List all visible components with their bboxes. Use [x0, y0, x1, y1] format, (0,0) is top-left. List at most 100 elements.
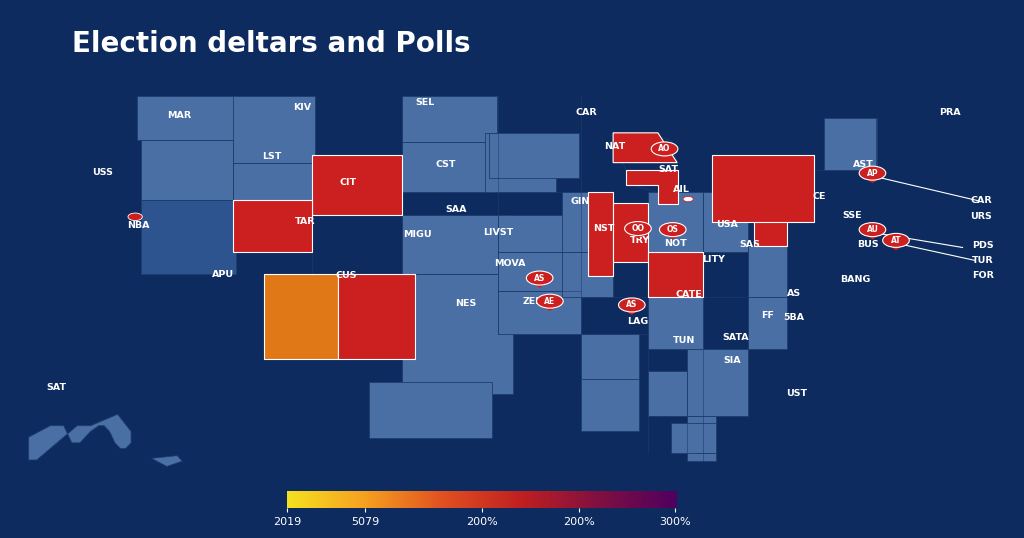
Text: AE: AE — [545, 296, 555, 306]
Polygon shape — [562, 193, 613, 252]
Polygon shape — [863, 234, 882, 239]
Text: AT: AT — [891, 236, 901, 245]
Polygon shape — [648, 297, 702, 349]
Text: MOVA: MOVA — [495, 259, 525, 268]
Text: TUR: TUR — [972, 257, 994, 265]
Polygon shape — [541, 306, 559, 311]
Polygon shape — [140, 140, 237, 200]
Text: Election deltars and Polls: Election deltars and Polls — [72, 30, 470, 58]
Polygon shape — [312, 155, 401, 215]
Polygon shape — [696, 416, 709, 453]
Polygon shape — [338, 274, 415, 359]
Circle shape — [537, 294, 563, 308]
Text: CST: CST — [435, 160, 456, 168]
Text: KIV: KIV — [293, 103, 311, 112]
Polygon shape — [562, 252, 613, 297]
Text: CATE: CATE — [676, 290, 702, 299]
Polygon shape — [613, 203, 648, 263]
Polygon shape — [824, 118, 876, 170]
Text: GIN: GIN — [571, 197, 590, 206]
Text: AS: AS — [627, 300, 637, 309]
Polygon shape — [232, 96, 315, 166]
Text: LAG: LAG — [628, 317, 648, 325]
Polygon shape — [648, 193, 702, 252]
Polygon shape — [232, 162, 312, 201]
Polygon shape — [620, 133, 677, 193]
Polygon shape — [629, 233, 647, 238]
Polygon shape — [264, 274, 338, 359]
Polygon shape — [626, 170, 678, 204]
Polygon shape — [863, 178, 882, 183]
Text: UST: UST — [786, 390, 807, 398]
Polygon shape — [498, 215, 582, 252]
Text: 5BA: 5BA — [783, 313, 804, 322]
Text: OS: OS — [667, 225, 679, 234]
Polygon shape — [664, 234, 682, 239]
Text: FOR: FOR — [972, 272, 994, 280]
Polygon shape — [401, 274, 513, 394]
Polygon shape — [623, 309, 641, 315]
Polygon shape — [488, 133, 579, 178]
Text: AS: AS — [535, 273, 545, 282]
Polygon shape — [401, 215, 513, 274]
Text: AO: AO — [658, 144, 671, 153]
Text: SSE: SSE — [842, 211, 862, 220]
Text: SEL: SEL — [416, 98, 434, 107]
Polygon shape — [369, 381, 492, 438]
Text: LIVST: LIVST — [483, 228, 514, 237]
Text: NES: NES — [456, 300, 476, 308]
Text: OO: OO — [632, 224, 644, 233]
Text: MIGU: MIGU — [403, 230, 432, 238]
Text: NAT: NAT — [604, 142, 625, 151]
Text: SAA: SAA — [445, 206, 466, 214]
Text: AIL: AIL — [673, 185, 689, 194]
Polygon shape — [588, 193, 613, 276]
Text: CE: CE — [812, 192, 826, 201]
Polygon shape — [712, 155, 814, 222]
Polygon shape — [655, 153, 674, 159]
Text: AST: AST — [853, 160, 873, 168]
Polygon shape — [264, 274, 338, 359]
Text: SIA: SIA — [723, 356, 741, 365]
Polygon shape — [648, 252, 702, 297]
Text: FF: FF — [762, 312, 774, 320]
Polygon shape — [702, 193, 748, 252]
Text: LITY: LITY — [702, 255, 725, 264]
Polygon shape — [137, 96, 237, 140]
Polygon shape — [687, 416, 716, 461]
Text: SAT: SAT — [46, 383, 67, 392]
Polygon shape — [152, 456, 182, 466]
Text: AP: AP — [866, 168, 879, 178]
Polygon shape — [498, 291, 582, 334]
Polygon shape — [530, 282, 549, 288]
Polygon shape — [613, 133, 677, 162]
Text: SAT: SAT — [658, 165, 679, 174]
Polygon shape — [498, 252, 582, 291]
Polygon shape — [29, 414, 131, 460]
Text: NOT: NOT — [665, 239, 687, 247]
Text: TRY: TRY — [630, 236, 650, 245]
Polygon shape — [140, 200, 236, 274]
Polygon shape — [401, 142, 498, 193]
Text: CIT: CIT — [340, 179, 356, 187]
Polygon shape — [485, 133, 555, 193]
Text: BUS: BUS — [857, 240, 880, 249]
Polygon shape — [671, 423, 716, 453]
Text: NST: NST — [594, 224, 614, 233]
Circle shape — [625, 222, 651, 236]
Circle shape — [683, 196, 693, 202]
Polygon shape — [582, 379, 639, 431]
Polygon shape — [887, 245, 905, 250]
Text: USS: USS — [92, 168, 113, 176]
Text: MAR: MAR — [167, 111, 191, 120]
Text: URS: URS — [970, 212, 992, 221]
Circle shape — [883, 233, 909, 247]
Text: LST: LST — [262, 152, 281, 160]
Polygon shape — [338, 274, 415, 359]
Polygon shape — [712, 155, 814, 222]
Polygon shape — [748, 297, 787, 349]
Text: TAR: TAR — [295, 217, 315, 226]
Text: CUS: CUS — [336, 271, 356, 280]
Circle shape — [651, 142, 678, 156]
Circle shape — [859, 166, 886, 180]
